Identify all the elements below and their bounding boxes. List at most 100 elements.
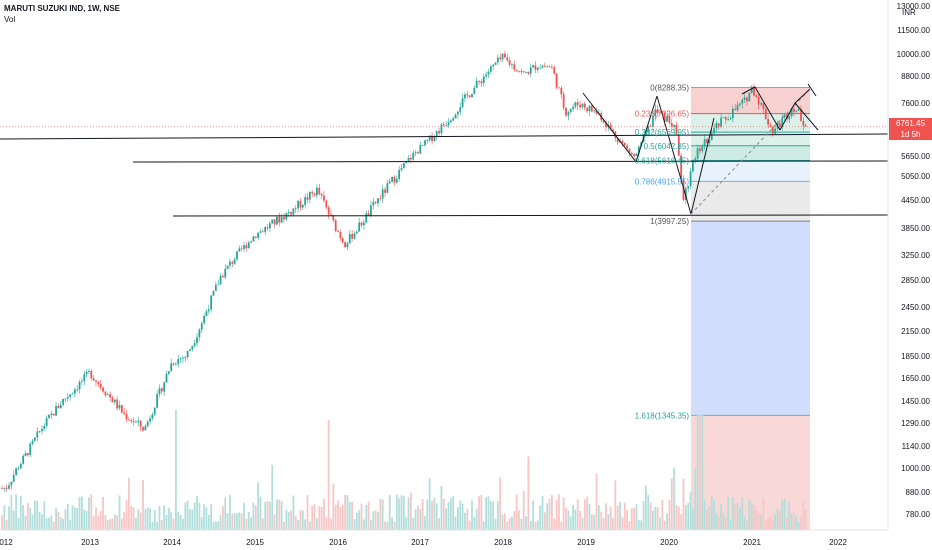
- support-line-middle[interactable]: [132, 160, 889, 163]
- bar-countdown: 1d 5h: [900, 130, 921, 139]
- volume-bar: [128, 477, 130, 530]
- candle-body: [210, 295, 213, 310]
- volume-bar: [69, 519, 72, 530]
- candle-body: [447, 122, 450, 126]
- volume-bar: [717, 516, 720, 530]
- support-line-upper[interactable]: [0, 133, 889, 140]
- candle-body: [179, 358, 182, 360]
- volume-bar: [496, 501, 499, 530]
- volume-bar: [506, 521, 509, 530]
- candle-body: [182, 357, 184, 359]
- volume-bar: [543, 512, 546, 530]
- volume-bar: [172, 518, 175, 530]
- trend-channel-line[interactable]: [690, 88, 811, 215]
- volume-bar: [83, 509, 86, 530]
- volume-bar: [435, 503, 438, 530]
- fibonacci-retracement[interactable]: [691, 87, 810, 530]
- candle-body: [142, 426, 144, 431]
- volume-bar: [12, 510, 15, 530]
- volume-bar: [381, 499, 384, 530]
- candle-body: [125, 413, 128, 420]
- price-tick-label: 1140.00: [902, 442, 931, 451]
- volume-bar: [795, 516, 798, 530]
- candle-body: [696, 148, 699, 159]
- candle-body: [351, 233, 354, 239]
- pattern-leg[interactable]: [635, 95, 658, 163]
- volume-bar: [663, 520, 666, 530]
- candle-body: [783, 114, 786, 118]
- candle-body: [482, 76, 485, 84]
- candle-body: [666, 116, 668, 122]
- pattern-leg[interactable]: [807, 83, 817, 97]
- volume-bar: [95, 507, 97, 530]
- trend-lines[interactable]: [0, 83, 889, 217]
- volume-bar: [555, 499, 558, 530]
- pattern-leg[interactable]: [582, 92, 637, 163]
- volume-bar: [515, 494, 518, 530]
- candle-body: [323, 195, 325, 201]
- candle-body: [767, 119, 769, 125]
- pattern-leg[interactable]: [754, 86, 781, 131]
- symbol-title[interactable]: MARUTI SUZUKI IND, 1W, NSE: [4, 4, 121, 13]
- volume-bar: [553, 518, 556, 530]
- candle-body: [355, 231, 358, 234]
- pattern-leg[interactable]: [794, 102, 819, 131]
- volume-bar: [205, 507, 208, 530]
- volume-bar: [337, 500, 339, 530]
- candle-body: [102, 387, 104, 392]
- candle-body: [92, 378, 95, 381]
- time-tick-label: 2018: [494, 538, 512, 547]
- candle-body: [680, 155, 683, 180]
- candle-body: [609, 124, 612, 130]
- candle-body: [12, 474, 15, 482]
- candle-body: [548, 66, 551, 68]
- candle-body: [264, 227, 267, 233]
- volume-bar: [442, 498, 445, 530]
- candle-body: [111, 397, 114, 403]
- candle-body: [308, 191, 311, 200]
- candle-body: [684, 188, 687, 200]
- candle-body: [468, 95, 471, 98]
- volume-bar: [614, 480, 617, 530]
- candle-body: [165, 373, 168, 383]
- candle-body: [3, 487, 6, 489]
- candle-body: [36, 431, 39, 438]
- price-tick-label: 11500.00: [897, 26, 930, 35]
- volume-bar: [177, 511, 180, 530]
- volume-bar: [769, 516, 772, 530]
- candle-body: [692, 160, 694, 172]
- pattern-leg[interactable]: [794, 88, 811, 104]
- pattern-leg[interactable]: [690, 117, 715, 215]
- support-line-lower[interactable]: [172, 214, 889, 217]
- candle-body: [238, 248, 241, 252]
- candle-body: [757, 96, 760, 105]
- time-axis[interactable]: 012 2013 2014 2015 2016 2017 2018 2019 2020 2021 2…: [0, 529, 888, 547]
- pattern-leg[interactable]: [779, 102, 796, 131]
- candle-body: [558, 87, 560, 89]
- candle-body: [26, 453, 29, 456]
- candle-body: [431, 135, 433, 141]
- volume-bar: [257, 482, 260, 530]
- volume-bar: [689, 492, 692, 530]
- volume-bar: [64, 509, 67, 530]
- volume-bar: [452, 495, 455, 530]
- volume-bar: [363, 519, 365, 530]
- volume-bar: [254, 505, 257, 530]
- pattern-leg[interactable]: [741, 86, 756, 95]
- candle-body: [240, 248, 243, 250]
- candle-body: [793, 108, 795, 112]
- candle-body: [184, 357, 187, 358]
- candle-body: [52, 413, 55, 416]
- volume-bar: [78, 497, 81, 530]
- volume-bar: [588, 503, 591, 530]
- volume-bar: [741, 496, 744, 530]
- pattern-leg[interactable]: [656, 95, 692, 215]
- volume-bar: [325, 517, 328, 530]
- volume-bar: [788, 501, 791, 530]
- volume-bar: [175, 410, 177, 530]
- volume-bar: [287, 512, 290, 530]
- volume-bar: [576, 499, 579, 530]
- volume-bar: [424, 516, 426, 530]
- candle-body: [515, 69, 518, 72]
